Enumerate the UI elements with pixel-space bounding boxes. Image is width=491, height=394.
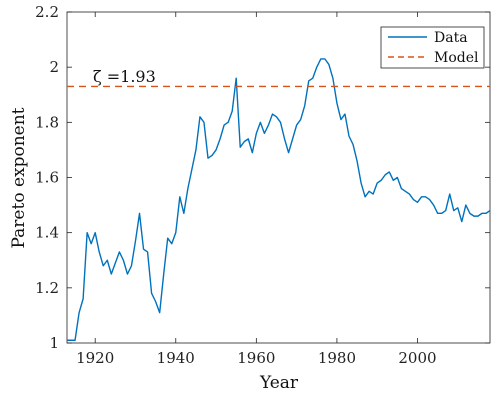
y-tick-label: 1.2	[35, 279, 59, 297]
x-tick-label: 1960	[237, 349, 275, 367]
y-axis-label: Pareto exponent	[9, 107, 29, 248]
data-series-line	[67, 58, 491, 341]
zeta-annotation: ζ =1.93	[93, 67, 156, 86]
y-tick-label: 1.6	[35, 169, 59, 187]
x-axis-label: Year	[259, 373, 299, 393]
series-layer	[67, 58, 491, 341]
y-axis-ticks: 1 1.2 1.4 1.6 1.8 2 2.2	[35, 3, 490, 352]
y-tick-label: 2.2	[35, 3, 59, 21]
x-tick-label: 1980	[318, 349, 356, 367]
y-tick-label: 1.8	[35, 113, 59, 131]
x-tick-label: 1920	[76, 349, 114, 367]
legend-label-model: Model	[434, 50, 479, 66]
y-tick-label: 2	[49, 58, 59, 76]
x-tick-label: 2000	[398, 349, 436, 367]
y-tick-label: 1.4	[35, 224, 59, 242]
x-axis-ticks: 1920 1940 1960 1980 2000	[76, 12, 437, 367]
x-tick-label: 1940	[157, 349, 195, 367]
legend-box	[380, 26, 485, 69]
legend-label-data: Data	[434, 30, 468, 46]
y-tick-label: 1	[49, 334, 59, 352]
legend: Data Model	[380, 26, 485, 69]
